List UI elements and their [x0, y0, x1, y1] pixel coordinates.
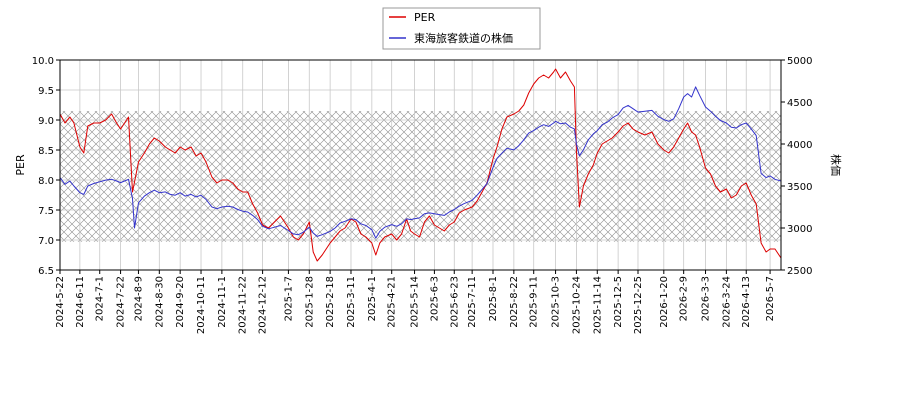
x-tick-label: 2024-7-22: [116, 276, 127, 328]
x-tick-label: 2025-5-14: [410, 276, 421, 328]
x-tick-label: 2024-8-9: [133, 276, 144, 321]
x-tick-label: 2025-2-18: [325, 276, 336, 328]
right-tick-label: 2500: [787, 266, 812, 277]
x-tick-label: 2025-8-22: [509, 276, 520, 328]
x-tick-label: 2025-1-28: [304, 276, 315, 328]
right-tick-label: 4500: [787, 98, 812, 109]
x-tick-label: 2026-4-13: [741, 276, 752, 328]
x-tick-label: 2025-12-25: [633, 276, 644, 334]
x-tick-label: 2025-4-1: [367, 276, 378, 321]
x-tick-label: 2026-2-9: [679, 276, 690, 321]
left-tick-label: 9.0: [38, 116, 54, 127]
x-tick-label: 2026-3-3: [701, 276, 712, 321]
x-tick-label: 2026-5-7: [765, 276, 776, 321]
series-line-stock-price: [60, 86, 781, 239]
x-tick-label: 2026-3-24: [721, 276, 732, 328]
left-axis-ticks: 6.5 7.0 7.5 8.0 8.5 9.0 9.5 10.0: [32, 56, 60, 277]
left-tick-label: 8.0: [38, 176, 54, 187]
x-tick-label: 2024-7-1: [95, 276, 106, 321]
left-tick-label: 7.5: [38, 206, 54, 217]
x-tick-label: 2025-12-5: [613, 276, 624, 328]
x-tick-label: 2025-4-21: [387, 276, 398, 328]
right-tick-label: 3500: [787, 182, 812, 193]
left-tick-label: 9.5: [38, 86, 54, 97]
x-tick-label: 2025-6-23: [449, 276, 460, 328]
series-line-per: [60, 68, 781, 262]
right-axis-ticks: 2500 3000 3500 4000 4500 5000: [781, 56, 812, 277]
x-tick-label: 2024-8-30: [154, 276, 165, 328]
x-tick-label: 2025-6-3: [429, 276, 440, 321]
right-axis-label: 株価: [829, 154, 843, 176]
x-tick-label: 2025-3-11: [346, 276, 357, 328]
left-tick-label: 7.0: [38, 236, 54, 247]
x-tick-label: 2024-11-1: [217, 276, 228, 328]
x-tick-label: 2025-10-3: [551, 276, 562, 328]
right-tick-label: 4000: [787, 140, 812, 151]
x-tick-label: 2024-6-11: [75, 276, 86, 328]
plot-frame: [59, 59, 782, 271]
x-tick-label: 2024-5-22: [55, 276, 66, 328]
right-tick-label: 5000: [787, 56, 812, 67]
legend: PER 東海旅客鉄道の株価: [382, 7, 541, 50]
x-tick-label: 2026-1-20: [659, 276, 670, 328]
x-tick-label: 2025-1-7: [283, 276, 294, 321]
left-axis-label: PER: [14, 154, 27, 176]
x-tick-label: 2024-9-20: [175, 276, 186, 328]
x-axis-ticks: 2024-5-22 2024-6-11 2024-7-1 2024-7-22 2024-…: [55, 270, 776, 334]
legend-label-per: PER: [414, 11, 436, 24]
x-tick-label: 2025-9-11: [529, 276, 540, 328]
right-tick-label: 3000: [787, 224, 812, 235]
x-tick-label: 2024-10-11: [196, 276, 207, 334]
left-tick-label: 6.5: [38, 266, 54, 277]
x-tick-label: 2024-12-12: [258, 276, 269, 334]
x-tick-label: 2025-10-24: [571, 276, 582, 334]
hatched-band: [60, 111, 781, 242]
x-tick-label: 2025-7-11: [467, 276, 478, 328]
x-tick-label: 2025-11-14: [592, 276, 603, 334]
x-tick-label: 2025-8-1: [488, 276, 499, 321]
left-tick-label: 8.5: [38, 146, 54, 157]
legend-box: [382, 7, 541, 50]
series-layer: [60, 68, 781, 262]
x-tick-label: 2024-11-22: [238, 276, 249, 334]
legend-label-stock-price: 東海旅客鉄道の株価: [414, 31, 513, 45]
left-tick-label: 10.0: [32, 56, 54, 67]
